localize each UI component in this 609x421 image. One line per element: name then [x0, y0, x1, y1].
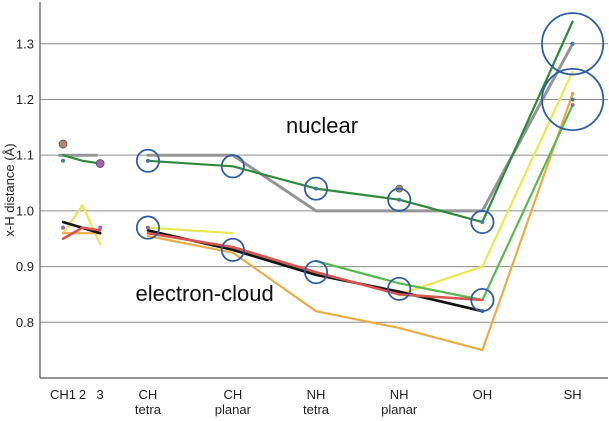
x-tick-label: tetra [135, 402, 162, 417]
axes [39, 2, 608, 379]
y-tick-label: 1.1 [16, 148, 34, 163]
data-point [570, 41, 575, 46]
y-tick-label: 1.3 [16, 36, 34, 51]
highlight-circles [135, 12, 605, 313]
x-tick-label: SH [564, 387, 582, 402]
y-tick-labels: 0.8 0.9 1.0 1.1 1.2 1.3 [16, 36, 34, 330]
highlight-circle [220, 154, 245, 179]
y-tick-label: 0.8 [16, 315, 34, 330]
x-tick-label: tetra [303, 402, 330, 417]
highlight-circle [387, 276, 412, 301]
y-tick-label: 1.0 [16, 203, 34, 218]
y-tick-label: 0.9 [16, 259, 34, 274]
data-point [145, 158, 150, 163]
data-point [145, 225, 150, 230]
series-line [61, 226, 102, 240]
data-point [61, 158, 66, 163]
series-line [146, 231, 484, 302]
data-point [314, 186, 319, 191]
highlight-circle [135, 148, 160, 173]
x-tick-label: NH [390, 387, 409, 402]
data-point [570, 97, 575, 102]
data-point [95, 159, 105, 168]
highlight-circle [135, 215, 160, 240]
data-point [61, 225, 66, 230]
x-tick-label: CH [223, 387, 242, 402]
annotation-text: electron-cloud [136, 281, 274, 306]
data-point [570, 103, 575, 108]
x-tick-label: 3 [97, 387, 104, 402]
x-tick-label: OH [473, 387, 493, 402]
x-tick-label: CH1 [50, 387, 76, 402]
y-tick-label: 1.2 [16, 92, 34, 107]
x-tick-label: CH [139, 387, 158, 402]
series-lines [58, 20, 575, 352]
x-tick-label: planar [215, 402, 252, 417]
highlight-circle [303, 176, 329, 201]
highlight-circle [303, 260, 329, 285]
series-line [146, 92, 574, 352]
series-line [146, 226, 234, 235]
data-point [397, 197, 402, 202]
data-point [570, 91, 575, 96]
series-line [146, 42, 575, 213]
series-line [61, 154, 102, 165]
data-point [480, 220, 485, 225]
data-point [98, 225, 103, 230]
highlight-circle [541, 67, 605, 132]
annotation-text: nuclear [286, 113, 358, 138]
highlight-circle [470, 287, 495, 313]
highlight-circle [387, 187, 412, 212]
y-axis-label: x-H distance (Å) [2, 143, 17, 236]
highlight-circle [220, 237, 245, 262]
highlight-circle [541, 12, 605, 76]
series-line [146, 20, 574, 224]
highlight-circle [470, 209, 495, 235]
x-tick-label: 2 [79, 387, 86, 402]
x-tick-label: planar [381, 402, 418, 417]
data-point [58, 139, 68, 149]
x-tick-label: NH [307, 387, 326, 402]
annotations: nuclear electron-cloud [136, 113, 359, 306]
series-line [314, 103, 574, 302]
